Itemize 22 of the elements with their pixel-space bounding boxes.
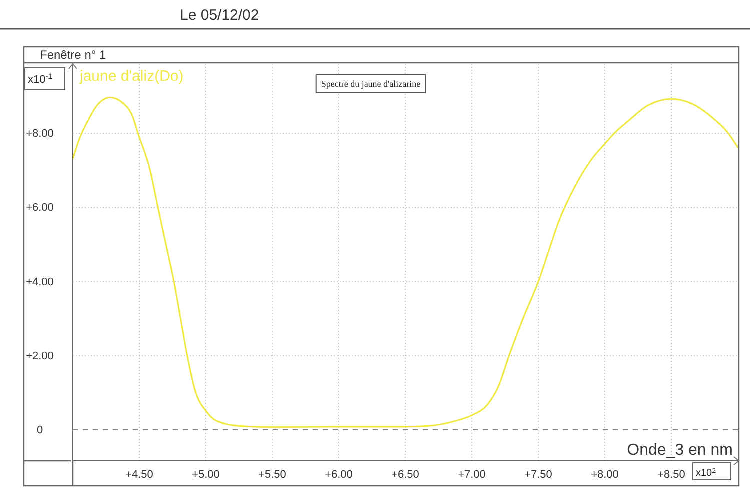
series-label: jaune d'aliz(Do) [79,68,184,85]
chart-subtitle: Fenêtre n° 1 [40,48,106,62]
x-tick-label: +6.00 [325,468,353,481]
text: Le 05/12/02 [180,7,260,24]
text: Spectre du jaune d'alizarine [321,79,421,89]
x-tick-label: +4.50 [126,468,154,481]
y-tick-label: +6.00 [26,202,54,214]
y-tick-label: +8.00 [26,128,54,140]
x-tick-label: +8.00 [591,468,619,481]
y-tick-label: +4.00 [26,276,54,288]
x-tick-label: +6.50 [392,468,420,481]
y-tick-label: 0 [36,424,44,436]
x-tick-label: +8.50 [658,468,686,481]
x-tick-label: +5.50 [258,468,286,481]
x-axis-title: Onde_3 en nm [627,442,733,459]
y-tick-label: +2.00 [26,350,54,362]
x-tick-label: +5.00 [192,468,220,481]
x-tick-label: +7.00 [458,468,486,481]
y-axis-title: x10$^{-1}$ [28,72,53,86]
x-tick-label: +7.50 [524,468,552,481]
line-series [73,96,738,428]
text: x10$^{2}$ [696,468,716,479]
